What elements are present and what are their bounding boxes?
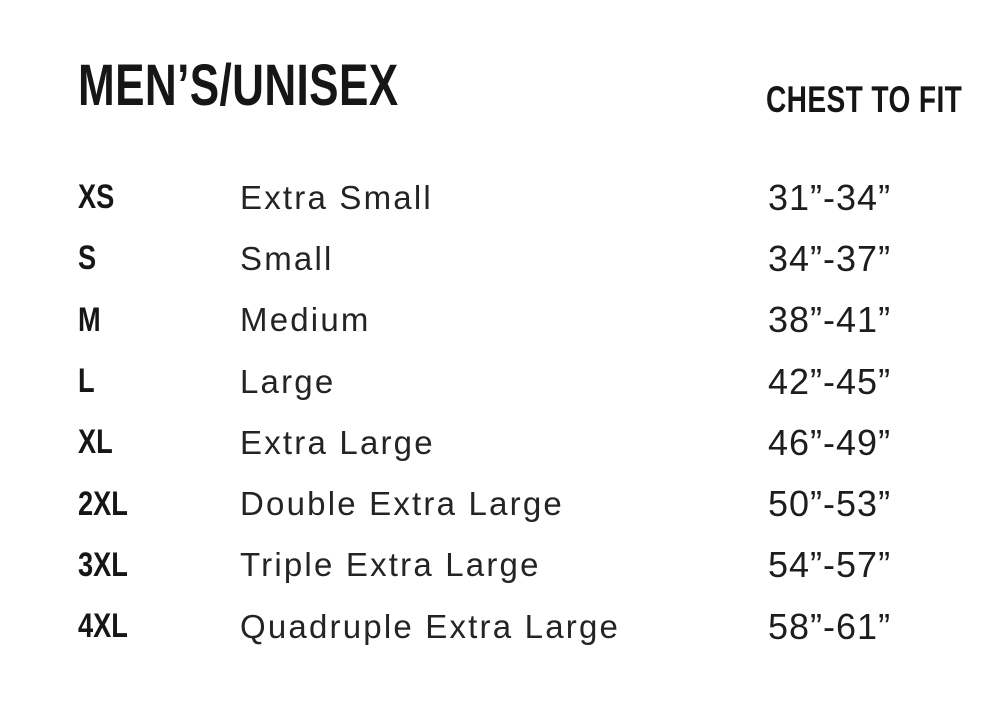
size-name: Quadruple Extra Large [240,607,621,645]
size-code: 4XL [78,607,128,646]
size-code-cell: 4XL [78,607,240,646]
size-code: XL [78,423,113,462]
chest-range: 54”-57” [768,544,892,586]
size-code-cell: XS [78,178,240,217]
page-title: MEN’S/UNISEX [78,53,399,118]
size-name: Medium [240,301,371,339]
chest-range: 58”-61” [768,605,892,647]
table-row: 4XL Quadruple Extra Large 58”-61” [78,596,978,657]
chest-range: 38”-41” [768,299,892,341]
chest-range: 31”-34” [768,176,892,218]
size-name: Triple Extra Large [240,546,541,584]
size-code: S [78,239,97,278]
table-row: XS Extra Small 31”-34” [78,167,978,228]
chest-range: 50”-53” [768,483,892,525]
size-code-cell: M [78,301,240,340]
size-code-cell: S [78,239,240,278]
size-name: Extra Small [240,178,433,216]
size-table: XS Extra Small 31”-34” S Small 34”-37” M… [78,167,978,657]
size-code-cell: 2XL [78,485,240,524]
size-code: XS [78,178,115,217]
chest-range: 34”-37” [768,237,892,279]
size-code: 2XL [78,484,128,523]
size-name: Double Extra Large [240,485,564,523]
size-code: L [78,362,95,401]
table-row: 3XL Triple Extra Large 54”-57” [78,535,978,596]
size-code-cell: XL [78,423,240,462]
size-name: Extra Large [240,423,435,461]
table-row: M Medium 38”-41” [78,290,978,351]
size-name: Small [240,239,334,277]
size-code: 3XL [78,545,128,584]
size-code-cell: L [78,362,240,401]
table-row: XL Extra Large 46”-49” [78,412,978,473]
size-code-cell: 3XL [78,546,240,585]
table-row: L Large 42”-45” [78,351,978,412]
chest-range: 46”-49” [768,421,892,463]
size-name: Large [240,362,336,400]
table-row: 2XL Double Extra Large 50”-53” [78,473,978,534]
chest-range: 42”-45” [768,360,892,402]
chest-to-fit-header: CHEST TO FIT [766,79,963,120]
table-row: S Small 34”-37” [78,228,978,289]
size-code: M [78,300,101,339]
